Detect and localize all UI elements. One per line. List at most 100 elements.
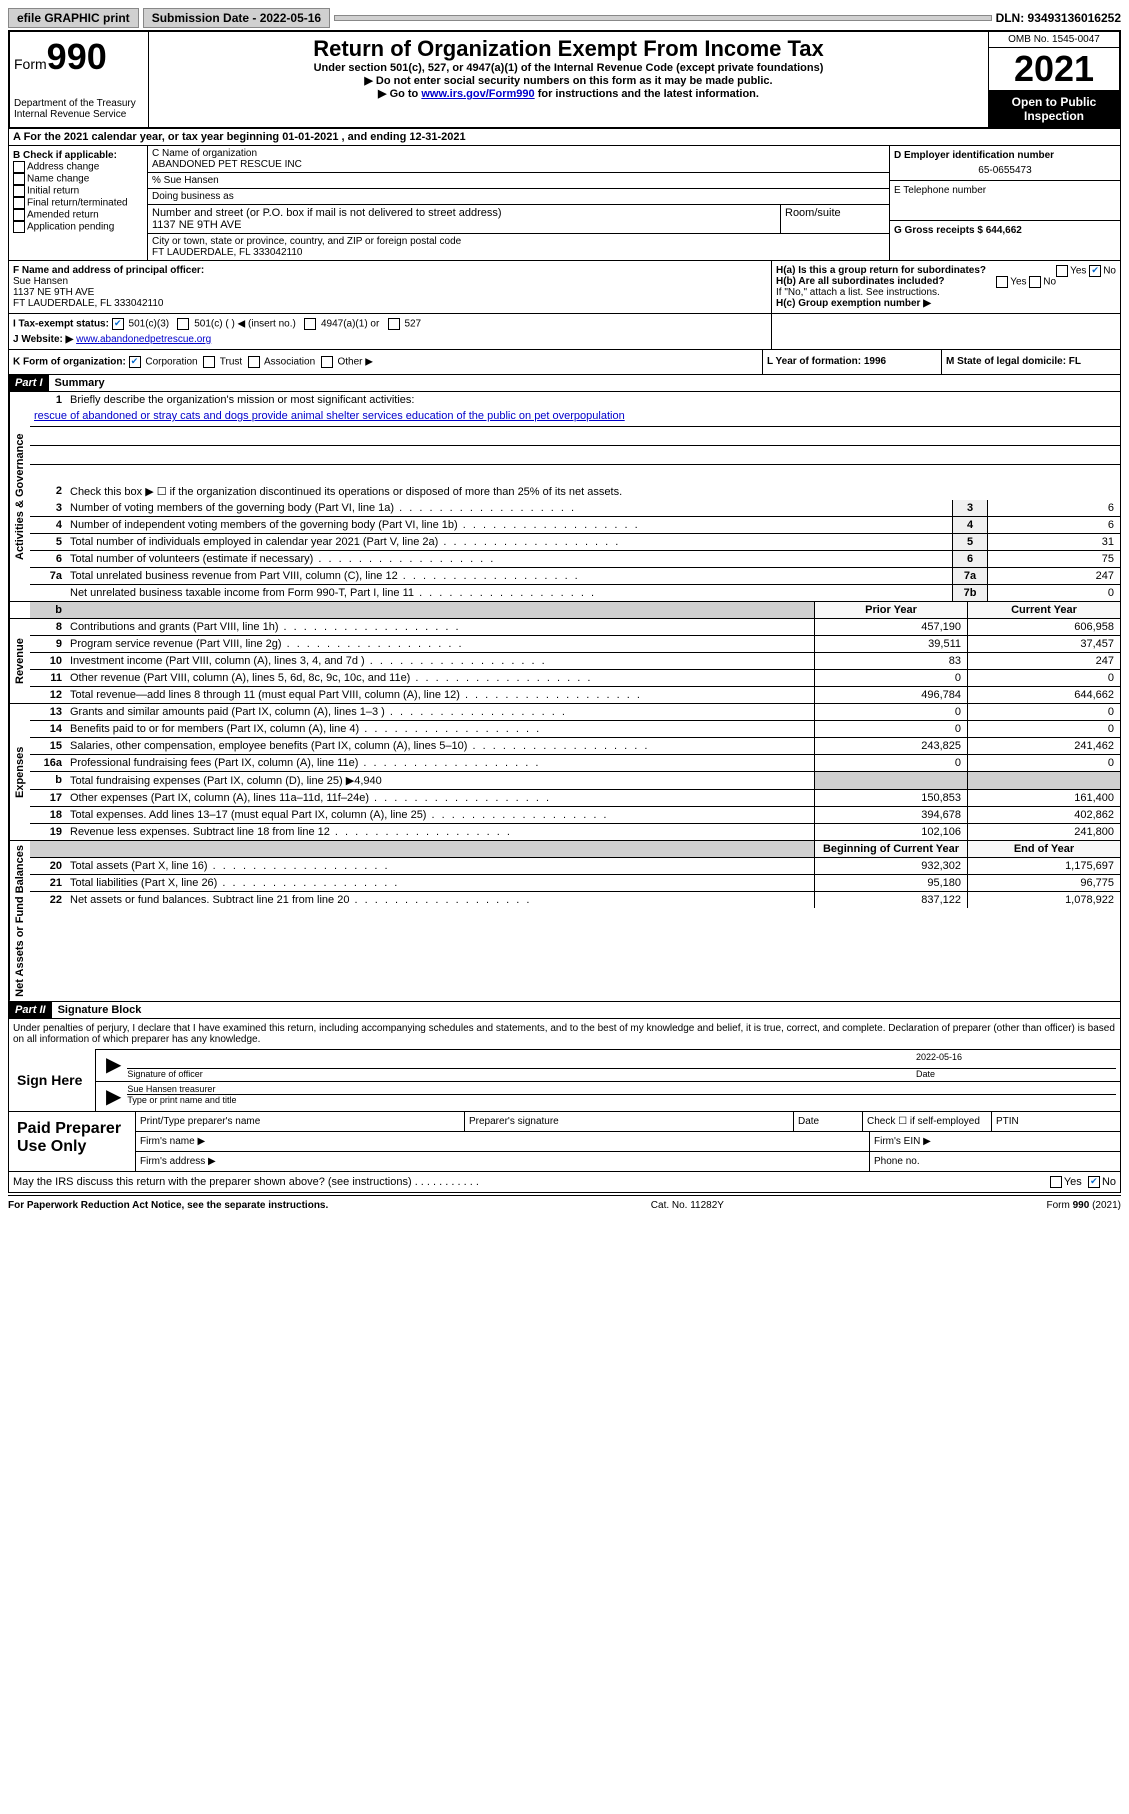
row-k: K Form of organization: Corporation Trus…: [8, 350, 1121, 375]
line-cy: 402,862: [967, 807, 1120, 823]
form-title: Return of Organization Exempt From Incom…: [153, 36, 984, 62]
chk-address[interactable]: Address change: [13, 161, 143, 173]
room-label: Room/suite: [781, 205, 889, 233]
line-py: 837,122: [814, 892, 967, 908]
omb-number: OMB No. 1545-0047: [989, 32, 1119, 48]
phone-row: E Telephone number: [890, 181, 1120, 221]
paid-preparer-block: Paid Preparer Use Only Print/Type prepar…: [8, 1112, 1121, 1172]
chk-amended[interactable]: Amended return: [13, 209, 143, 221]
line-desc: Number of voting members of the governin…: [66, 500, 952, 516]
exp-line: 15 Salaries, other compensation, employe…: [30, 738, 1120, 755]
line-num: 12: [30, 687, 66, 703]
line-num: 20: [30, 858, 66, 874]
entity-block: B Check if applicable: Address change Na…: [8, 146, 1121, 261]
line-desc: Total liabilities (Part X, line 26): [66, 875, 814, 891]
gov-line: 7a Total unrelated business revenue from…: [30, 568, 1120, 585]
mission-blank2: [30, 446, 1120, 465]
rev-line: 9 Program service revenue (Part VIII, li…: [30, 636, 1120, 653]
b-mark: b: [30, 602, 66, 618]
chk-501c[interactable]: [177, 318, 189, 330]
part2-badge: Part II: [9, 1002, 52, 1018]
line-py: 0: [814, 721, 967, 737]
street-cell: Number and street (or P.O. box if mail i…: [148, 205, 781, 233]
chk-corp[interactable]: [129, 356, 141, 368]
officer-name: Sue Hansen: [13, 276, 767, 287]
chk-initial[interactable]: Initial return: [13, 185, 143, 197]
line-num: 4: [30, 517, 66, 533]
line-py: [814, 772, 967, 789]
line-num: 5: [30, 534, 66, 550]
line-desc: Salaries, other compensation, employee b…: [66, 738, 814, 754]
chk-501c3[interactable]: [112, 318, 124, 330]
line-py: 150,853: [814, 790, 967, 806]
topbar-spacer: [334, 15, 991, 21]
prep-date-label: Date: [794, 1112, 863, 1131]
gov-line: 4 Number of independent voting members o…: [30, 517, 1120, 534]
line-py: 457,190: [814, 619, 967, 635]
header-right: OMB No. 1545-0047 2021 Open to Public In…: [988, 32, 1119, 127]
line-cy: [967, 772, 1120, 789]
irs-link[interactable]: www.irs.gov/Form990: [421, 88, 534, 100]
line-box: 3: [952, 500, 987, 516]
revenue-block: Revenue 8 Contributions and grants (Part…: [8, 619, 1121, 704]
rev-line: 10 Investment income (Part VIII, column …: [30, 653, 1120, 670]
gross-receipts: G Gross receipts $ 644,662: [890, 221, 1120, 260]
city-row: City or town, state or province, country…: [148, 234, 889, 260]
line-desc: Grants and similar amounts paid (Part IX…: [66, 704, 814, 720]
discuss-no[interactable]: No: [1088, 1176, 1116, 1188]
expenses-block: Expenses 13 Grants and similar amounts p…: [8, 704, 1121, 841]
line-num: 14: [30, 721, 66, 737]
instr2-pre: ▶ Go to: [378, 88, 421, 100]
line-cy: 0: [967, 704, 1120, 720]
ptin-label: PTIN: [992, 1112, 1120, 1131]
line-py: 496,784: [814, 687, 967, 703]
line-py: 394,678: [814, 807, 967, 823]
header-left: Form990 Department of the TreasuryIntern…: [10, 32, 149, 127]
top-bar: efile GRAPHIC print Submission Date - 20…: [8, 8, 1121, 28]
chk-trust[interactable]: [203, 356, 215, 368]
line-py: 0: [814, 704, 967, 720]
arrow-icon-2: ▶: [100, 1084, 127, 1109]
line-desc: Number of independent voting members of …: [66, 517, 952, 533]
governance-block: Activities & Governance 1 Briefly descri…: [8, 392, 1121, 602]
chk-other[interactable]: [321, 356, 333, 368]
line-num: 16a: [30, 755, 66, 771]
penalties-text: Under penalties of perjury, I declare th…: [9, 1019, 1120, 1049]
line-num: 6: [30, 551, 66, 567]
website-value[interactable]: www.abandonedpetrescue.org: [76, 334, 211, 345]
officer-city: FT LAUDERDALE, FL 333042110: [13, 298, 767, 309]
i-label: I Tax-exempt status:: [13, 319, 109, 330]
line-num: 22: [30, 892, 66, 908]
chk-527[interactable]: [388, 318, 400, 330]
efile-print-button[interactable]: efile GRAPHIC print: [8, 8, 139, 28]
line-desc: Professional fundraising fees (Part IX, …: [66, 755, 814, 771]
na-spacer-num: [30, 841, 66, 857]
chk-final[interactable]: Final return/terminated: [13, 197, 143, 209]
line-num: 15: [30, 738, 66, 754]
chk-4947[interactable]: [304, 318, 316, 330]
mission-blank1: [30, 427, 1120, 446]
line-val: 0: [987, 585, 1120, 601]
line-cy: 37,457: [967, 636, 1120, 652]
k-label: K Form of organization:: [13, 357, 126, 368]
k-left: K Form of organization: Corporation Trus…: [9, 350, 763, 374]
form-ref: Form 990 (2021): [1047, 1200, 1121, 1211]
sig-date: 2022-05-16: [916, 1052, 1116, 1069]
header-center: Return of Organization Exempt From Incom…: [149, 32, 988, 127]
line-cy: 247: [967, 653, 1120, 669]
row-ij: I Tax-exempt status: 501(c)(3) 501(c) ( …: [8, 314, 1121, 350]
line-num: 11: [30, 670, 66, 686]
care-of: % Sue Hansen: [148, 173, 889, 189]
rev-line: 12 Total revenue—add lines 8 through 11 …: [30, 687, 1120, 703]
page-footer: For Paperwork Reduction Act Notice, see …: [8, 1195, 1121, 1215]
governance-label: Activities & Governance: [9, 392, 30, 601]
line-box: 5: [952, 534, 987, 550]
chk-assoc[interactable]: [248, 356, 260, 368]
col-c: C Name of organization ABANDONED PET RES…: [148, 146, 890, 260]
org-name: ABANDONED PET RESCUE INC: [152, 159, 885, 170]
exp-line: 16a Professional fundraising fees (Part …: [30, 755, 1120, 772]
discuss-yes[interactable]: Yes: [1050, 1176, 1082, 1188]
chk-pending[interactable]: Application pending: [13, 221, 143, 233]
line-desc: Revenue less expenses. Subtract line 18 …: [66, 824, 814, 840]
chk-name[interactable]: Name change: [13, 173, 143, 185]
